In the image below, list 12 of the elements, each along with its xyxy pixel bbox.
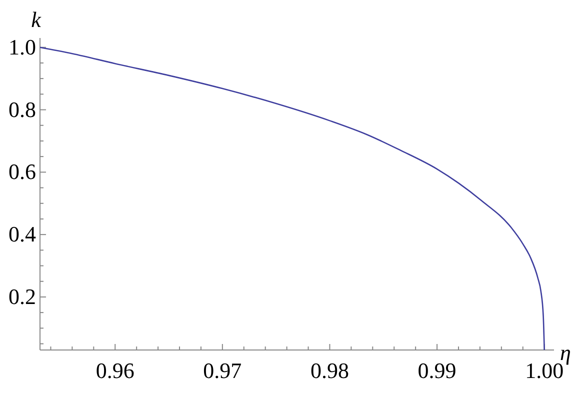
line-series bbox=[39, 46, 545, 351]
x-axis-title: η bbox=[560, 340, 571, 365]
x-tick-label: 0.97 bbox=[203, 358, 242, 383]
y-tick-label: 1.0 bbox=[8, 34, 36, 60]
x-tick-label: 0.96 bbox=[96, 358, 134, 383]
x-tick-label: 0.99 bbox=[418, 358, 456, 383]
y-tick-label: 0.4 bbox=[8, 222, 36, 247]
y-tick-label: 0.2 bbox=[8, 284, 36, 309]
y-tick-label: 0.8 bbox=[8, 96, 36, 122]
y-axis-title: k bbox=[31, 7, 42, 32]
x-tick-label: 0.98 bbox=[310, 358, 349, 383]
y-tick-label: 0.6 bbox=[8, 159, 36, 184]
